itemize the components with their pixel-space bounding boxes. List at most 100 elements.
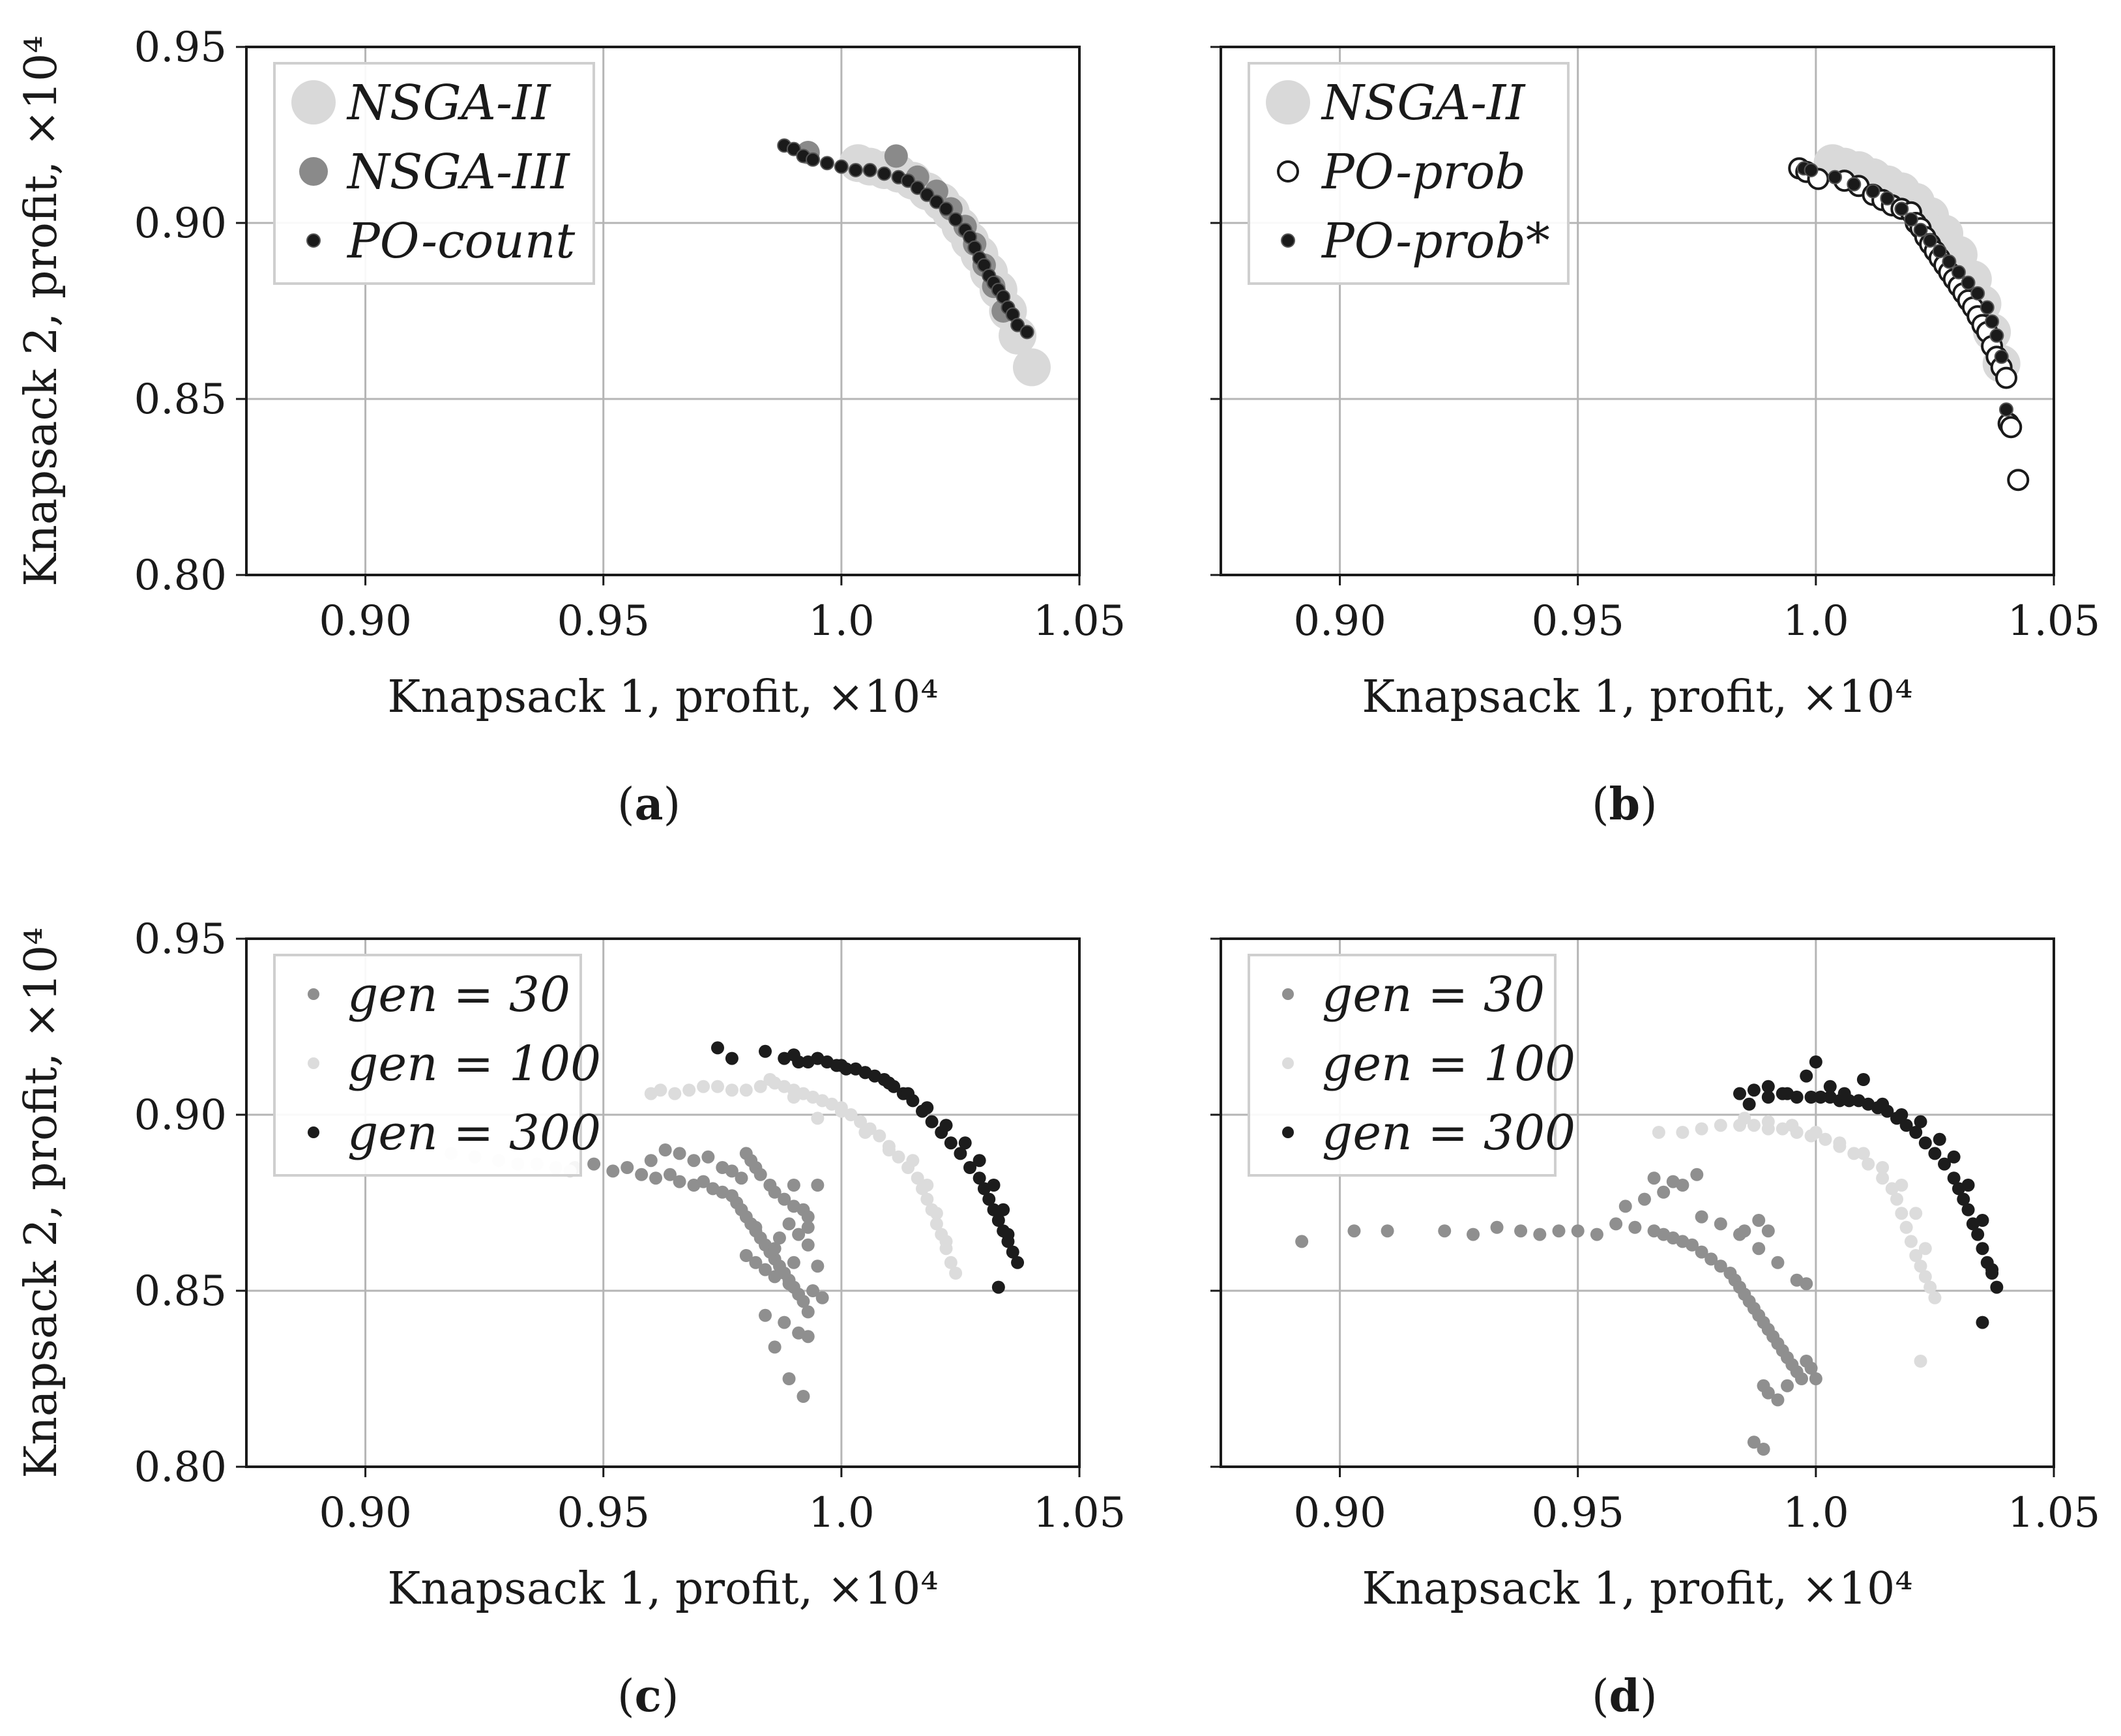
data-point <box>1833 1136 1847 1150</box>
panel-d: 0.90 0.95 1.0 1.05 Knapsack 1, profit, ×10⁴ (… <box>1210 937 2100 1722</box>
data-point <box>811 1052 825 1065</box>
data-point <box>1856 1147 1870 1160</box>
data-point <box>1571 1224 1585 1238</box>
data-point <box>1961 1203 1975 1216</box>
legend-marker <box>1282 1126 1294 1138</box>
legend-label: NSGA-III <box>346 144 570 200</box>
data-point <box>801 1220 815 1234</box>
data-point <box>1865 184 1880 199</box>
data-point <box>1652 1126 1665 1139</box>
data-point <box>1985 314 2000 329</box>
data-point <box>1957 1192 1970 1206</box>
legend-marker <box>1282 1057 1294 1069</box>
data-point <box>786 141 801 156</box>
y-axis-label: Knapsack 2, profit, ×10⁴ <box>16 35 67 586</box>
data-point <box>1781 1087 1794 1100</box>
legend-label: NSGA-II <box>1321 75 1526 131</box>
legend-label: PO-prob <box>1321 144 1526 200</box>
data-point <box>673 1147 686 1160</box>
data-point <box>1880 191 1895 206</box>
data-point <box>1690 1168 1704 1181</box>
data-point <box>1951 265 1966 280</box>
data-point <box>1924 1280 1937 1294</box>
data-point <box>939 201 954 216</box>
data-point <box>811 1259 825 1273</box>
panel-caption-letter: d <box>1609 1670 1641 1722</box>
data-point <box>910 181 925 195</box>
data-point <box>1747 1083 1761 1097</box>
data-point <box>759 1044 772 1058</box>
data-point <box>944 1136 958 1150</box>
data-point <box>1752 1214 1766 1227</box>
data-point <box>1918 1242 1932 1256</box>
data-point <box>858 1126 872 1139</box>
data-point <box>1932 244 1947 259</box>
legend-label: gen = 100 <box>1322 1036 1575 1092</box>
data-point <box>1971 1228 1985 1241</box>
data-point <box>787 1179 800 1192</box>
y-tick-label: 0.80 <box>134 552 227 600</box>
data-point <box>739 1249 753 1262</box>
legend-label: gen = 300 <box>347 1105 601 1161</box>
data-point <box>1657 1185 1671 1199</box>
data-point <box>1876 1161 1890 1174</box>
data-point <box>1994 349 2009 364</box>
series-gen-30 <box>1295 1168 1822 1456</box>
data-point <box>1647 1171 1661 1185</box>
data-point <box>920 1101 934 1115</box>
legend-marker <box>306 233 321 248</box>
data-point <box>772 1231 786 1244</box>
data-point <box>1961 275 1976 290</box>
data-point <box>1895 1108 1909 1121</box>
data-point <box>882 1143 896 1156</box>
data-point <box>621 1161 634 1174</box>
data-point <box>1761 1091 1775 1104</box>
data-point <box>806 152 821 167</box>
data-point <box>987 1179 1001 1192</box>
data-point <box>654 1083 667 1097</box>
y-tick-label: 0.95 <box>134 915 227 964</box>
data-point <box>834 159 849 174</box>
data-point <box>1928 1147 1942 1160</box>
data-point <box>1804 1361 1818 1375</box>
data-point <box>1913 222 1928 237</box>
data-point <box>787 1256 800 1269</box>
data-point <box>1685 1238 1699 1252</box>
data-point <box>1928 1291 1942 1304</box>
legend-label: PO-count <box>346 213 575 269</box>
data-point <box>1909 1207 1923 1220</box>
legend-marker <box>1277 160 1299 183</box>
data-point <box>1552 1224 1566 1238</box>
data-point <box>925 1115 939 1128</box>
data-point <box>954 1147 967 1160</box>
data-point <box>792 1228 806 1241</box>
data-point <box>991 1214 1005 1227</box>
series-gen-100 <box>445 1073 963 1280</box>
data-point <box>877 166 892 181</box>
data-point <box>1533 1228 1547 1241</box>
data-point <box>725 1052 739 1065</box>
data-point <box>1976 1316 1989 1329</box>
plot-frame <box>1220 937 2055 1468</box>
data-point <box>1847 177 1862 192</box>
data-point <box>1823 1080 1837 1093</box>
legend-label: PO-prob* <box>1321 213 1550 269</box>
panel-caption: (c) <box>617 1670 679 1722</box>
data-point <box>635 1168 649 1181</box>
data-point <box>1666 1175 1680 1188</box>
data-point <box>1771 1393 1785 1407</box>
data-point <box>1771 1256 1785 1269</box>
legend-marker <box>291 80 336 125</box>
data-point <box>1761 1224 1775 1238</box>
x-tick-label: 0.90 <box>319 597 412 645</box>
data-point <box>753 1080 767 1093</box>
data-point <box>939 1119 953 1132</box>
data-point <box>697 1175 710 1188</box>
data-point <box>1938 1157 1952 1171</box>
data-point <box>1609 1217 1623 1231</box>
panel-caption-letter: a <box>635 778 664 831</box>
data-point <box>753 1168 767 1181</box>
data-point <box>1923 233 1938 248</box>
data-point <box>806 1284 820 1297</box>
